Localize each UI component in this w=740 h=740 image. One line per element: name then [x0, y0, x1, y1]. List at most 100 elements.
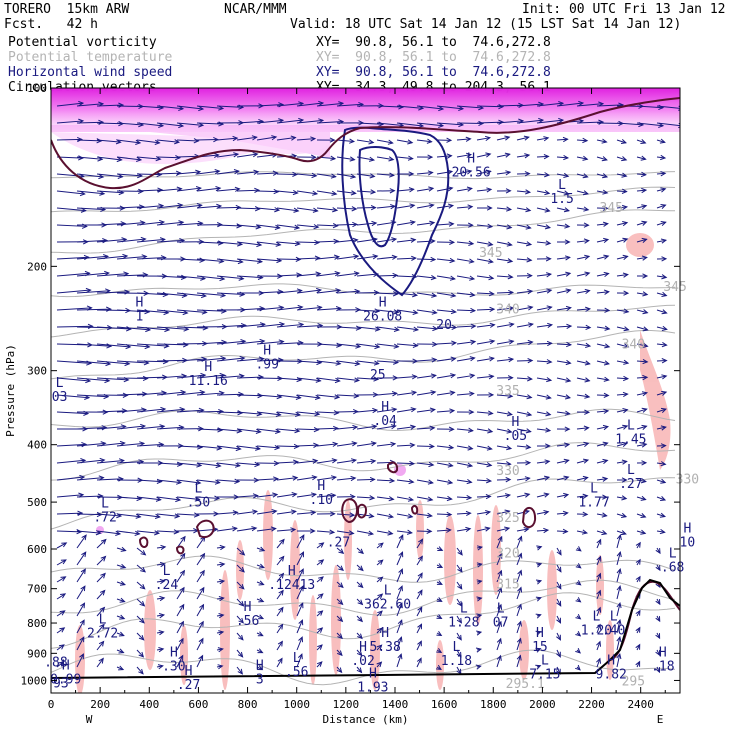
- vector-shaft: [536, 241, 551, 244]
- vector-shaft: [396, 637, 402, 651]
- vector-head: [331, 190, 338, 196]
- vector-head: [504, 493, 512, 499]
- vector-shaft: [156, 580, 165, 583]
- vector-shaft: [576, 343, 591, 347]
- x-tick-label: 600: [188, 698, 208, 711]
- vector-head: [178, 220, 185, 226]
- vector-shaft: [516, 377, 532, 380]
- vector-shaft: [256, 207, 280, 211]
- vector-shaft: [636, 530, 646, 534]
- vector-head: [279, 538, 285, 545]
- vector-head: [158, 647, 165, 653]
- vector-shaft: [96, 104, 124, 107]
- vector-shaft: [136, 156, 161, 160]
- vector-shaft: [536, 324, 552, 328]
- vector-head: [545, 411, 552, 417]
- vector-shaft: [276, 411, 300, 416]
- vector-shaft: [56, 443, 87, 447]
- vector-shaft: [516, 154, 530, 158]
- vector-head: [536, 562, 543, 568]
- vector-shaft: [216, 275, 244, 280]
- vector-shaft: [396, 408, 416, 413]
- vector-shaft: [516, 394, 532, 398]
- vector-shaft: [396, 620, 403, 634]
- vector-head: [102, 238, 109, 244]
- vector-shaft: [396, 391, 417, 396]
- vector-head: [640, 495, 647, 501]
- vector-head: [140, 236, 147, 243]
- vector-head: [564, 239, 571, 245]
- vector-shaft: [616, 190, 627, 193]
- vector-shaft: [216, 479, 240, 483]
- extremum-type: L: [56, 376, 64, 391]
- vector-shaft: [136, 408, 166, 413]
- vector-shaft: [176, 139, 199, 142]
- vector-head: [535, 647, 542, 653]
- vector-head: [331, 458, 338, 464]
- vector-shaft: [516, 290, 533, 294]
- vector-head: [525, 444, 532, 450]
- extremum-value: .99: [255, 357, 278, 372]
- vector-shaft: [616, 442, 628, 447]
- vector-head: [158, 122, 165, 128]
- vector-head: [556, 549, 562, 556]
- vector-shaft: [276, 207, 299, 212]
- vector-head: [391, 407, 398, 413]
- vector-head: [310, 154, 317, 160]
- vector-shaft: [396, 375, 417, 379]
- vector-head: [236, 223, 243, 229]
- x-tick-label: 2200: [578, 698, 605, 711]
- vector-head: [235, 445, 242, 452]
- vector-head: [660, 461, 667, 467]
- vector-shaft: [396, 479, 414, 483]
- vector-head: [79, 619, 85, 626]
- vector-shaft: [396, 569, 403, 583]
- vector-head: [486, 205, 493, 211]
- vector-shaft: [356, 478, 375, 481]
- vector-shaft: [476, 340, 495, 345]
- vector-shaft: [56, 307, 92, 311]
- vector-shaft: [556, 102, 584, 107]
- vector-head: [258, 580, 265, 586]
- vector-head: [563, 492, 570, 499]
- vector-shaft: [76, 427, 107, 430]
- vector-shaft: [236, 411, 262, 415]
- vector-shaft: [656, 479, 666, 484]
- vector-head: [387, 139, 394, 145]
- vector-head: [655, 650, 661, 657]
- vector-shaft: [576, 530, 587, 534]
- vector-head: [119, 597, 126, 603]
- vector-head: [623, 359, 630, 365]
- vector-head: [585, 342, 592, 348]
- vector-head: [525, 224, 532, 230]
- vector-shaft: [176, 105, 204, 110]
- vector-shaft: [396, 105, 424, 109]
- vector-shaft: [336, 581, 344, 588]
- vector-head: [258, 563, 265, 569]
- vector-head: [556, 651, 561, 658]
- vector-shaft: [176, 621, 184, 634]
- vector-shaft: [236, 171, 259, 175]
- vector-head: [655, 599, 661, 606]
- vector-head: [504, 526, 511, 532]
- vector-head: [621, 188, 628, 194]
- vector-head: [179, 407, 186, 413]
- extremum-type: L: [497, 602, 505, 617]
- vector-head: [525, 241, 533, 247]
- vector-shaft: [76, 377, 110, 382]
- vector-shaft: [616, 274, 628, 277]
- vector-head: [315, 377, 322, 383]
- vector-head: [544, 459, 551, 465]
- vector-head: [377, 610, 383, 616]
- extremum-value: 5.38: [370, 640, 401, 655]
- vector-head: [564, 410, 571, 416]
- vector-head: [272, 492, 279, 498]
- vector-shaft: [476, 495, 491, 498]
- vector-head: [295, 394, 302, 400]
- vector-head: [390, 424, 397, 430]
- extremum-value: 26.08: [363, 310, 402, 325]
- vector-shaft: [336, 360, 360, 365]
- vector-shaft: [636, 513, 646, 518]
- vector-head: [438, 105, 445, 112]
- vector-shaft: [496, 224, 512, 229]
